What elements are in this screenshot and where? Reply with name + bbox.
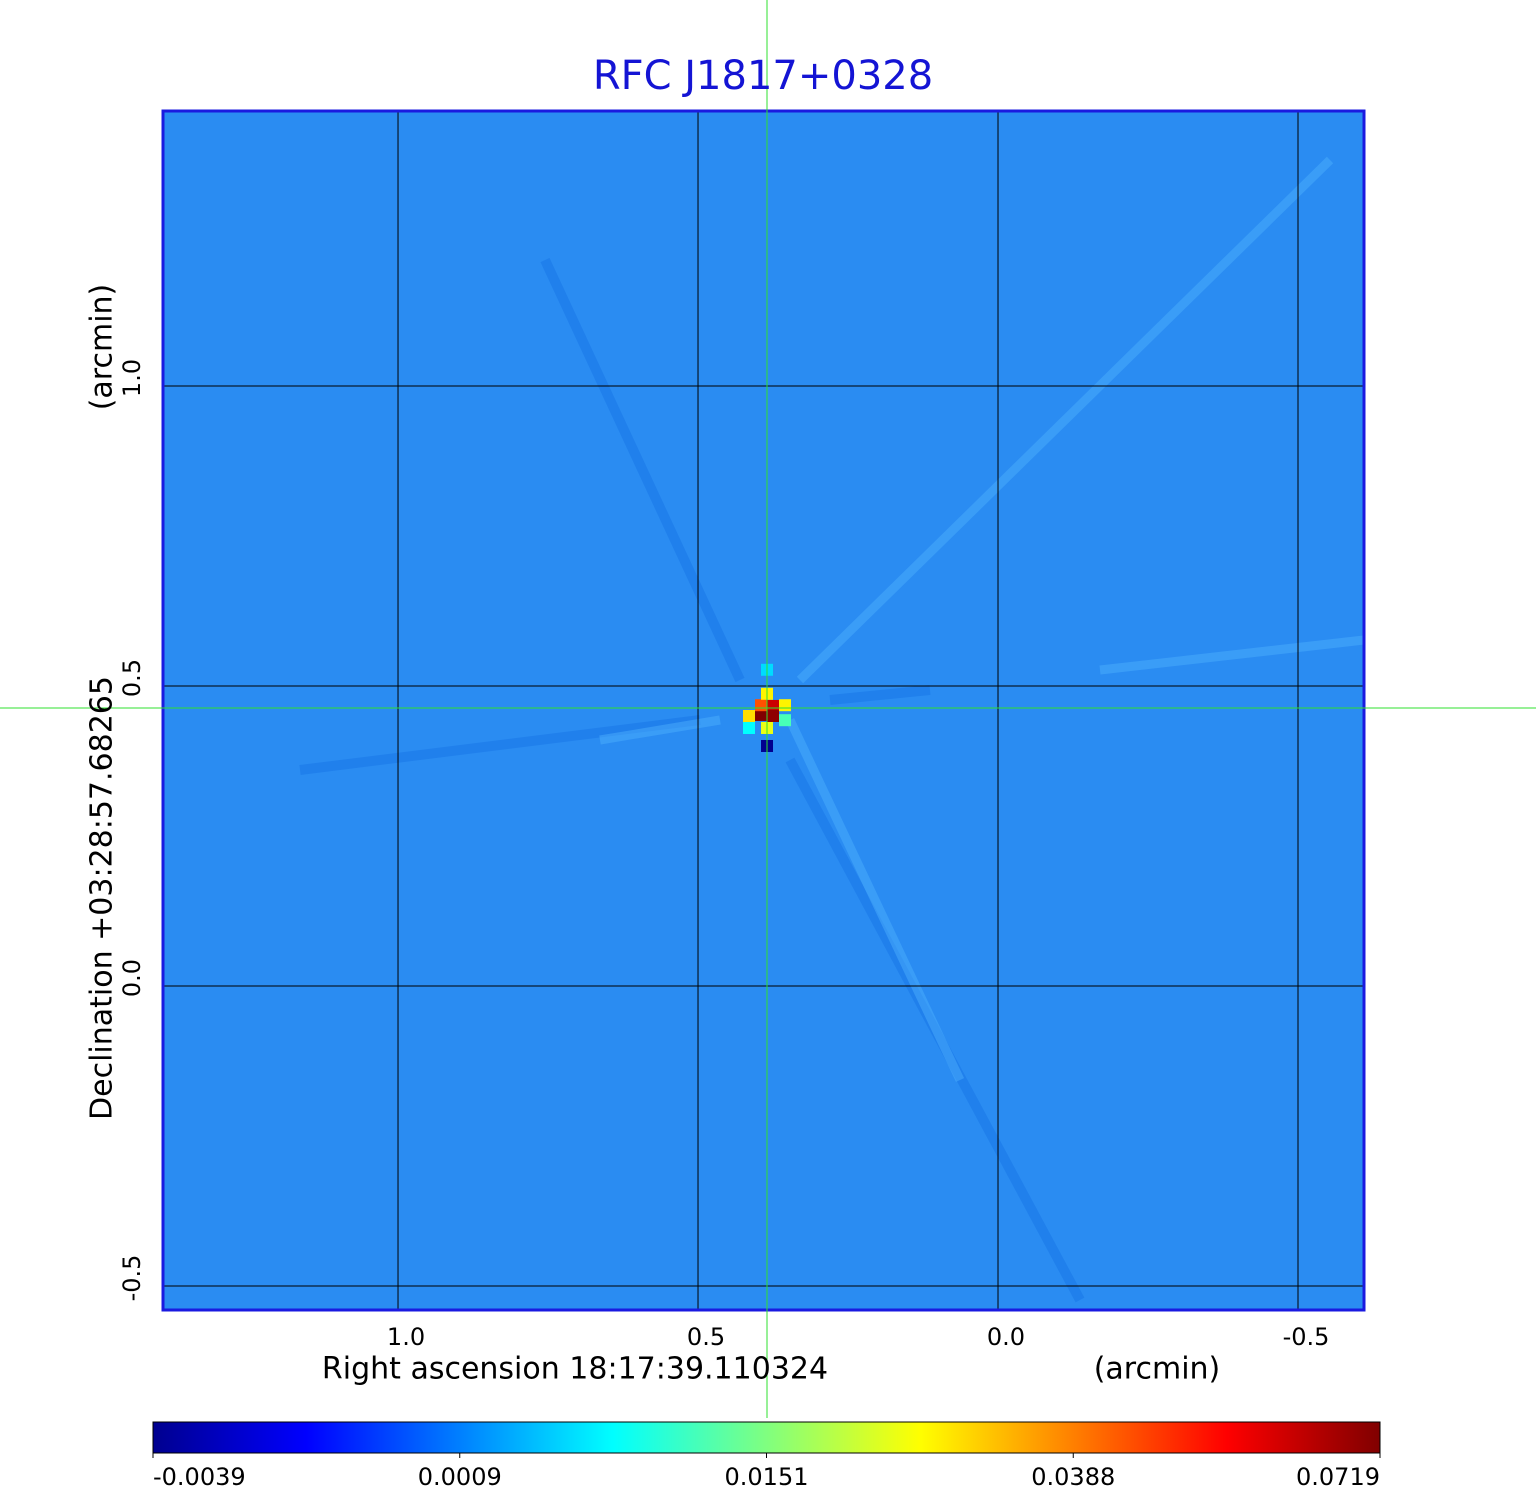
x-tick-label: 0.0 <box>987 1323 1025 1351</box>
image-pixel <box>779 699 792 712</box>
x-tick-label: -0.5 <box>1283 1323 1330 1351</box>
image-pixel <box>779 714 792 727</box>
y-axis-unit: (arcmin) <box>85 284 120 411</box>
image-pixel <box>755 699 768 712</box>
plot-frame <box>161 109 1366 1312</box>
colorbar-tick-label: 0.0388 <box>1031 1463 1115 1491</box>
y-tick-label: 0.0 <box>118 959 146 997</box>
colorbar-tick-label: 0.0009 <box>418 1463 502 1491</box>
colorbar-tick-label: 0.0719 <box>1296 1463 1380 1491</box>
x-axis-unit: (arcmin) <box>1094 1352 1221 1387</box>
x-axis-label: Right ascension 18:17:39.110324 <box>322 1352 828 1387</box>
image-pixel <box>755 708 768 721</box>
image-pixel <box>767 699 780 712</box>
image-pixel <box>743 721 756 734</box>
sidelobe-streaks <box>299 257 1085 1303</box>
image-pixel <box>767 709 780 722</box>
y-tick-label: 1.0 <box>118 359 146 397</box>
sidelobe-streaks-bright <box>599 156 1365 1082</box>
x-tick-label: 0.5 <box>687 1323 725 1351</box>
y-axis-label: Declination +03:28:57.68265 <box>85 676 120 1120</box>
chart-title: RFC J1817+0328 <box>593 53 933 99</box>
y-tick-label: -0.5 <box>118 1255 146 1302</box>
colorbar <box>152 1421 1381 1454</box>
image-pixel <box>743 709 756 722</box>
x-tick-label: 1.0 <box>387 1323 425 1351</box>
y-tick-label: 0.5 <box>118 659 146 697</box>
colorbar-tick-label: -0.0039 <box>153 1463 246 1491</box>
colorbar-tick-label: 0.0151 <box>725 1463 809 1491</box>
